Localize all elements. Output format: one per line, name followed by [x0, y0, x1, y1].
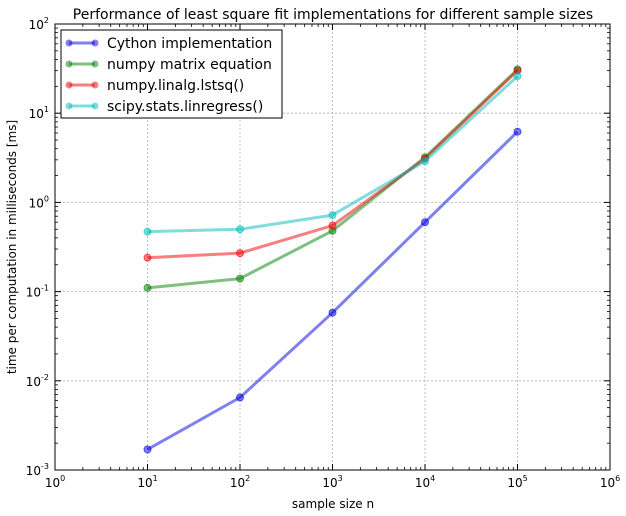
x-tick-exponent: 4 — [430, 474, 435, 483]
legend-label: numpy matrix equation — [107, 57, 272, 73]
series-layer — [143, 65, 522, 454]
data-point — [143, 253, 152, 262]
y-tick-exponent: 2 — [44, 16, 49, 25]
legend-label: Cython implementation — [107, 36, 272, 52]
y-tick-base: 10 — [29, 18, 44, 32]
legend-swatch-marker — [91, 102, 99, 110]
chart-title: Performance of least square fit implemen… — [73, 7, 593, 23]
y-tick-label: 102 — [29, 16, 49, 32]
y-tick-label: 10-3 — [26, 462, 49, 478]
legend-entry: numpy matrix equation — [65, 57, 272, 73]
legend-swatch-marker — [65, 39, 73, 47]
x-tick-base: 10 — [600, 476, 615, 490]
legend-swatch-marker — [65, 60, 73, 68]
data-point — [421, 157, 429, 166]
y-tick-label: 100 — [29, 194, 49, 210]
legend-swatch-marker — [65, 81, 73, 89]
legend-swatch-marker — [91, 81, 99, 89]
x-tick-labels: 100 101 102 103 104 105 106 — [45, 474, 620, 490]
data-point — [328, 211, 337, 220]
legend-swatch-marker — [91, 60, 99, 68]
y-tick-exponent: -3 — [41, 462, 49, 471]
legend-label: numpy.linalg.lstsq() — [107, 78, 244, 94]
ticks — [54, 23, 611, 471]
x-tick-label: 102 — [230, 474, 250, 490]
x-tick-label: 106 — [600, 474, 620, 490]
legend-entry: numpy.linalg.lstsq() — [65, 78, 244, 94]
data-point — [143, 445, 152, 454]
y-tick-exponent: 1 — [44, 105, 49, 114]
y-tick-base: 10 — [29, 196, 44, 210]
series-1 — [143, 127, 522, 454]
x-tick-base: 10 — [137, 476, 152, 490]
y-tick-base: 10 — [26, 286, 41, 300]
data-point — [236, 393, 244, 402]
y-tick-label: 101 — [29, 105, 49, 121]
data-point — [143, 283, 152, 292]
x-tick-base: 10 — [45, 476, 60, 490]
data-point — [236, 274, 244, 283]
y-tick-label: 10-1 — [26, 284, 49, 300]
y-axis-label: time per computation in milliseconds [ms… — [5, 120, 19, 374]
x-tick-base: 10 — [507, 476, 522, 490]
legend-entry: scipy.stats.linregress() — [65, 99, 263, 115]
y-tick-exponent: -2 — [41, 373, 49, 382]
x-tick-exponent: 2 — [245, 474, 250, 483]
series-4 — [143, 72, 522, 236]
x-tick-base: 10 — [230, 476, 245, 490]
x-axis-label: sample size n — [292, 497, 374, 511]
data-point — [328, 308, 337, 317]
y-tick-base: 10 — [26, 464, 41, 478]
data-point — [328, 221, 337, 230]
y-tick-label: 10-2 — [26, 373, 49, 389]
data-point — [513, 127, 522, 136]
x-tick-label: 103 — [322, 474, 342, 490]
x-tick-label: 100 — [45, 474, 65, 490]
x-tick-exponent: 6 — [615, 474, 620, 483]
data-point — [236, 249, 244, 258]
y-tick-base: 10 — [26, 375, 41, 389]
legend-entry: Cython implementation — [65, 36, 272, 52]
x-tick-label: 105 — [507, 474, 527, 490]
y-tick-exponent: 0 — [44, 194, 49, 203]
x-tick-base: 10 — [415, 476, 430, 490]
x-tick-label: 101 — [137, 474, 157, 490]
data-point — [421, 218, 429, 227]
x-tick-label: 104 — [415, 474, 435, 490]
y-tick-exponent: -1 — [41, 284, 49, 293]
data-point — [513, 72, 522, 81]
legend-swatch-marker — [65, 102, 73, 110]
x-tick-exponent: 1 — [153, 474, 158, 483]
y-tick-base: 10 — [29, 107, 44, 121]
x-tick-base: 10 — [322, 476, 337, 490]
x-tick-exponent: 0 — [60, 474, 65, 483]
legend-swatch-marker — [91, 39, 99, 47]
x-tick-exponent: 3 — [338, 474, 343, 483]
data-point — [236, 225, 244, 234]
legend: Cython implementation numpy matrix equati… — [60, 29, 283, 119]
legend-label: scipy.stats.linregress() — [107, 99, 263, 115]
data-point — [143, 227, 152, 236]
x-tick-exponent: 5 — [523, 474, 528, 483]
